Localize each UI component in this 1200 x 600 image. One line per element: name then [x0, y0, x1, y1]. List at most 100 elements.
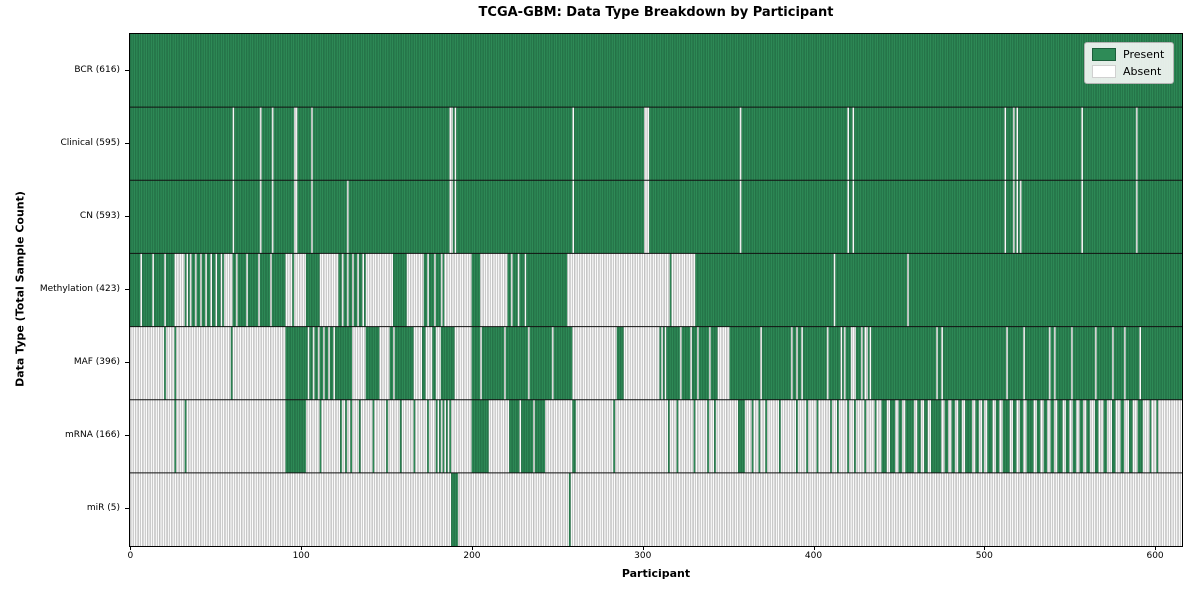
present-segment-cn	[1018, 180, 1020, 254]
present-swatch-icon	[1092, 48, 1116, 61]
present-segment-mrna	[975, 399, 979, 473]
present-segment-mrna	[889, 399, 896, 473]
present-segment-maf	[440, 326, 455, 400]
present-segment-mrna	[1065, 399, 1070, 473]
present-segment-methylation	[338, 253, 342, 327]
present-segment-mrna	[1072, 399, 1077, 473]
present-segment-methylation	[343, 253, 347, 327]
present-segment-mrna	[1036, 399, 1041, 473]
present-segment-clinical	[741, 107, 848, 181]
present-segment-mrna	[898, 399, 902, 473]
present-segment-cn	[649, 180, 740, 254]
present-segment-methylation	[153, 253, 165, 327]
present-segment-mrna	[1002, 399, 1010, 473]
present-segment-mrna	[1086, 399, 1090, 473]
present-segment-mrna	[372, 399, 375, 473]
present-segment-mrna	[667, 399, 670, 473]
presence-matrix-svg	[130, 34, 1182, 546]
present-segment-mrna	[1012, 399, 1017, 473]
y-axis-label: Data Type (Total Sample Count)	[13, 191, 27, 387]
present-segment-mrna	[1050, 399, 1054, 473]
present-segment-mrna	[1094, 399, 1099, 473]
y-tick-label-maf: MAF (396)	[73, 357, 120, 368]
present-segment-cn	[1137, 180, 1182, 254]
present-segment-maf	[871, 326, 937, 400]
present-segment-methylation	[247, 253, 259, 327]
present-segment-mrna	[521, 399, 534, 473]
present-segment-mrna	[435, 399, 438, 473]
present-segment-mrna	[965, 399, 972, 473]
present-segment-mrna	[1111, 399, 1116, 473]
y-tick-mark	[125, 362, 129, 364]
present-segment-mrna	[399, 399, 402, 473]
present-segment-mrna	[982, 399, 984, 473]
present-segment-clinical	[649, 107, 740, 181]
present-segment-methylation	[835, 253, 908, 327]
present-segment-mrna	[413, 399, 416, 473]
present-segment-maf	[164, 326, 166, 400]
x-tick-label: 200	[463, 551, 481, 561]
present-segment-clinical	[234, 107, 260, 181]
present-segment-mrna	[1156, 399, 1159, 473]
present-segment-mrna	[386, 399, 388, 473]
present-segment-maf	[691, 326, 697, 400]
present-segment-mrna	[613, 399, 616, 473]
present-segment-mrna	[184, 399, 187, 473]
x-tick-label: 400	[804, 551, 823, 561]
present-segment-mrna	[285, 399, 306, 473]
present-segment-maf	[761, 326, 791, 400]
present-segment-maf	[666, 326, 680, 400]
present-segment-cn	[1006, 180, 1013, 254]
present-segment-cn	[574, 180, 645, 254]
y-tick-label-mir: miR (5)	[86, 503, 120, 514]
present-segment-methylation	[358, 253, 363, 327]
present-segment-cn	[312, 180, 347, 254]
present-segment-mrna	[958, 399, 962, 473]
present-segment-maf	[662, 326, 665, 400]
present-segment-maf	[1024, 326, 1049, 400]
x-tick-mark	[813, 546, 815, 550]
present-segment-maf	[481, 326, 505, 400]
present-segment-mrna	[830, 399, 832, 473]
present-segment-cn	[741, 180, 848, 254]
present-segment-mrna	[905, 399, 914, 473]
present-segment-cn	[456, 180, 573, 254]
present-segment-mrna	[930, 399, 942, 473]
present-segment-mrna	[1079, 399, 1083, 473]
present-segment-methylation	[191, 253, 195, 327]
present-segment-clinical	[456, 107, 573, 181]
present-segment-mrna	[345, 399, 347, 473]
present-segment-methylation	[353, 253, 358, 327]
present-segment-methylation	[908, 253, 1182, 327]
present-segment-methylation	[211, 253, 216, 327]
present-segment-methylation	[393, 253, 407, 327]
y-tick-label-mrna: mRNA (166)	[65, 430, 120, 441]
present-segment-mrna	[737, 399, 745, 473]
present-segment-maf	[797, 326, 802, 400]
present-segment-cn	[261, 180, 272, 254]
present-segment-cn	[273, 180, 294, 254]
present-segment-mrna	[676, 399, 679, 473]
present-segment-cn	[234, 180, 260, 254]
present-segment-mrna	[847, 399, 849, 473]
x-tick-mark	[642, 546, 644, 550]
present-segment-maf	[230, 326, 233, 400]
present-segment-mrna	[445, 399, 448, 473]
present-segment-maf	[365, 326, 380, 400]
present-segment-maf	[422, 326, 426, 400]
present-segment-maf	[174, 326, 177, 400]
present-segment-mrna	[854, 399, 856, 473]
present-segment-maf	[1141, 326, 1182, 400]
present-segment-clinical	[273, 107, 294, 181]
present-segment-methylation	[141, 253, 153, 327]
x-tick-label: 300	[634, 551, 652, 561]
present-segment-methylation	[519, 253, 525, 327]
present-segment-maf	[432, 326, 436, 400]
present-segment-mrna	[534, 399, 545, 473]
present-segment-maf	[710, 326, 718, 400]
present-segment-maf	[1113, 326, 1124, 400]
present-segment-mrna	[442, 399, 445, 473]
present-segment-methylation	[206, 253, 211, 327]
present-segment-mrna	[881, 399, 887, 473]
present-segment-cn	[348, 180, 450, 254]
